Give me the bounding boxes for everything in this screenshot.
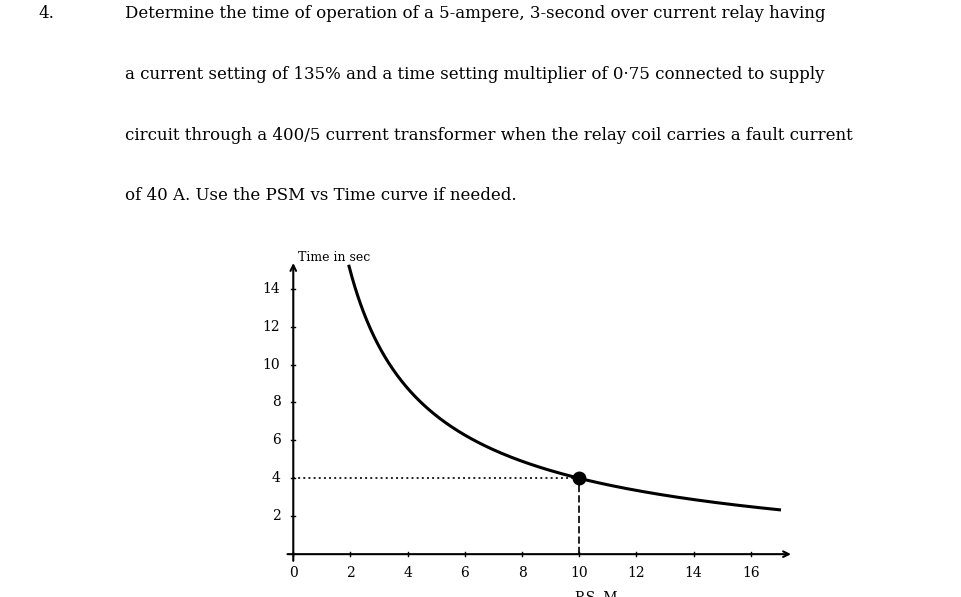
Text: 0: 0: [288, 567, 297, 580]
Text: of 40 A. Use the PSM vs Time curve if needed.: of 40 A. Use the PSM vs Time curve if ne…: [125, 187, 516, 204]
Text: 10: 10: [262, 358, 280, 371]
Text: 2: 2: [271, 509, 280, 523]
Text: 4: 4: [403, 567, 411, 580]
Text: a current setting of 135% and a time setting multiplier of 0·75 connected to sup: a current setting of 135% and a time set…: [125, 66, 824, 82]
Text: 12: 12: [627, 567, 645, 580]
Text: circuit through a 400/5 current transformer when the relay coil carries a fault : circuit through a 400/5 current transfor…: [125, 127, 851, 143]
Text: 6: 6: [271, 433, 280, 447]
Text: 14: 14: [684, 567, 702, 580]
Text: P.S. M.: P.S. M.: [575, 591, 621, 597]
Text: 8: 8: [517, 567, 526, 580]
Text: 2: 2: [346, 567, 355, 580]
Text: Time in sec: Time in sec: [297, 251, 369, 264]
Text: 8: 8: [271, 395, 280, 410]
Text: 4: 4: [271, 471, 280, 485]
Text: 12: 12: [262, 319, 280, 334]
Text: 6: 6: [460, 567, 469, 580]
Text: Determine the time of operation of a 5-ampere, 3-second over current relay havin: Determine the time of operation of a 5-a…: [125, 5, 825, 21]
Text: 4.: 4.: [38, 5, 55, 21]
Text: 16: 16: [741, 567, 759, 580]
Text: 10: 10: [570, 567, 587, 580]
Text: 14: 14: [262, 282, 280, 296]
